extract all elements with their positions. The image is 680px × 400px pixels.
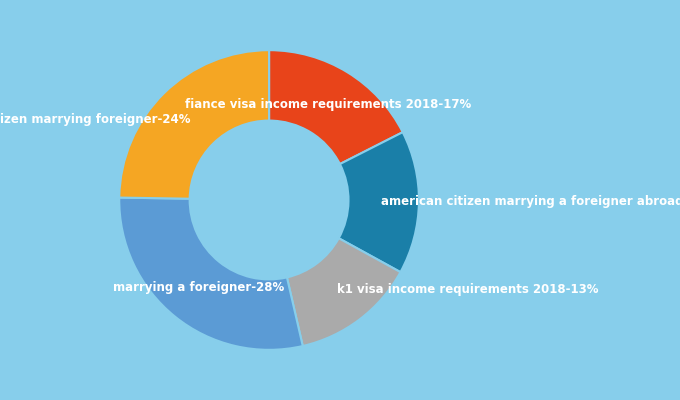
Wedge shape	[269, 50, 403, 164]
Text: marrying a foreigner-28%: marrying a foreigner-28%	[113, 281, 284, 294]
Text: fiance visa income requirements 2018-17%: fiance visa income requirements 2018-17%	[185, 98, 471, 111]
Wedge shape	[119, 50, 269, 199]
Wedge shape	[287, 238, 401, 346]
Wedge shape	[119, 198, 303, 350]
Text: american citizen marrying a foreigner abroad-15%: american citizen marrying a foreigner ab…	[381, 195, 680, 208]
Wedge shape	[339, 132, 419, 272]
Text: k1 visa income requirements 2018-13%: k1 visa income requirements 2018-13%	[337, 283, 598, 296]
Text: us citizen marrying foreigner-24%: us citizen marrying foreigner-24%	[0, 113, 190, 126]
